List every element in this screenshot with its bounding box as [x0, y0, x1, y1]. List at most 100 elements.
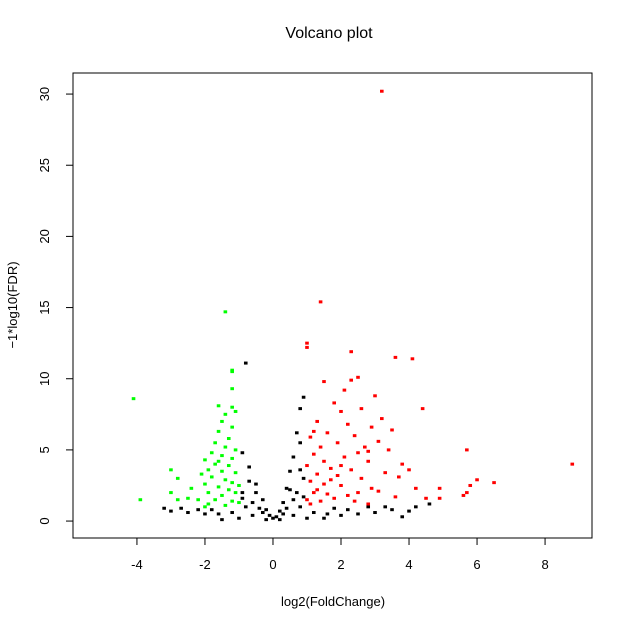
point [203, 512, 207, 516]
x-tick-label: 8 [541, 557, 548, 572]
point [305, 516, 309, 520]
point [322, 459, 326, 463]
point [223, 310, 228, 314]
point [233, 491, 238, 495]
point [335, 474, 340, 478]
point [311, 429, 316, 433]
point [206, 491, 211, 495]
point [257, 506, 262, 510]
y-axis-label: −1*log10(FDR) [5, 261, 20, 348]
point [196, 498, 200, 502]
point [284, 486, 289, 490]
point [359, 476, 364, 480]
point [301, 495, 306, 499]
point [346, 422, 350, 426]
point [271, 516, 275, 520]
point [400, 462, 405, 466]
point [189, 486, 194, 490]
point [230, 405, 234, 409]
point [369, 425, 374, 429]
point [230, 387, 234, 391]
point [260, 498, 265, 502]
point [196, 508, 200, 512]
point [267, 513, 272, 517]
point [380, 89, 384, 93]
point [277, 509, 282, 513]
point [220, 469, 224, 473]
point [349, 378, 354, 382]
x-axis-label: log2(FoldChange) [281, 594, 385, 609]
point [220, 454, 224, 458]
point [332, 496, 337, 500]
point [230, 425, 234, 429]
point [383, 505, 388, 509]
point [291, 498, 296, 502]
point [223, 478, 228, 482]
point [203, 482, 207, 486]
x-tick-label: 0 [269, 557, 276, 572]
point [570, 462, 575, 466]
point [298, 505, 302, 509]
point [230, 481, 234, 485]
point [213, 498, 217, 502]
point [305, 341, 309, 345]
point [410, 357, 415, 361]
point [305, 498, 309, 502]
point [318, 445, 323, 449]
x-tick-label: 2 [337, 557, 344, 572]
point [226, 464, 231, 468]
point [264, 508, 268, 512]
point [328, 466, 333, 470]
point [216, 429, 221, 433]
point [298, 468, 302, 472]
point [332, 401, 337, 405]
point [233, 471, 238, 475]
y-tick-label: 5 [37, 446, 52, 453]
point [288, 488, 292, 492]
point [339, 483, 343, 487]
y-tick-label: 10 [37, 371, 52, 385]
point [220, 518, 224, 522]
point [264, 518, 268, 522]
point [318, 499, 323, 503]
point [376, 439, 381, 443]
point [209, 451, 214, 455]
point [366, 449, 371, 453]
chart-title: Volcano plot [285, 25, 373, 42]
point [363, 445, 367, 449]
point [393, 355, 398, 359]
point [407, 468, 411, 472]
point [162, 506, 166, 510]
point [380, 417, 384, 421]
point [213, 441, 217, 445]
point [414, 486, 418, 490]
point [427, 502, 432, 506]
point [284, 506, 289, 510]
point [260, 511, 265, 515]
point [213, 462, 217, 466]
point [315, 419, 319, 423]
point [291, 455, 296, 459]
point [203, 505, 207, 509]
point [356, 375, 360, 379]
y-tick-label: 25 [37, 158, 52, 172]
point [169, 491, 173, 495]
y-tick-label: 30 [37, 87, 52, 101]
point [332, 506, 337, 510]
point [186, 511, 190, 515]
point [230, 499, 234, 503]
point [206, 502, 211, 506]
point [291, 513, 296, 517]
point [373, 511, 377, 515]
point [301, 476, 306, 480]
point [318, 300, 323, 304]
point [414, 505, 418, 509]
point [369, 486, 374, 490]
point [325, 492, 330, 496]
point [311, 452, 316, 456]
point [339, 464, 343, 468]
plot-frame [72, 72, 593, 539]
point [420, 407, 425, 411]
point [437, 486, 442, 490]
point [230, 456, 234, 460]
